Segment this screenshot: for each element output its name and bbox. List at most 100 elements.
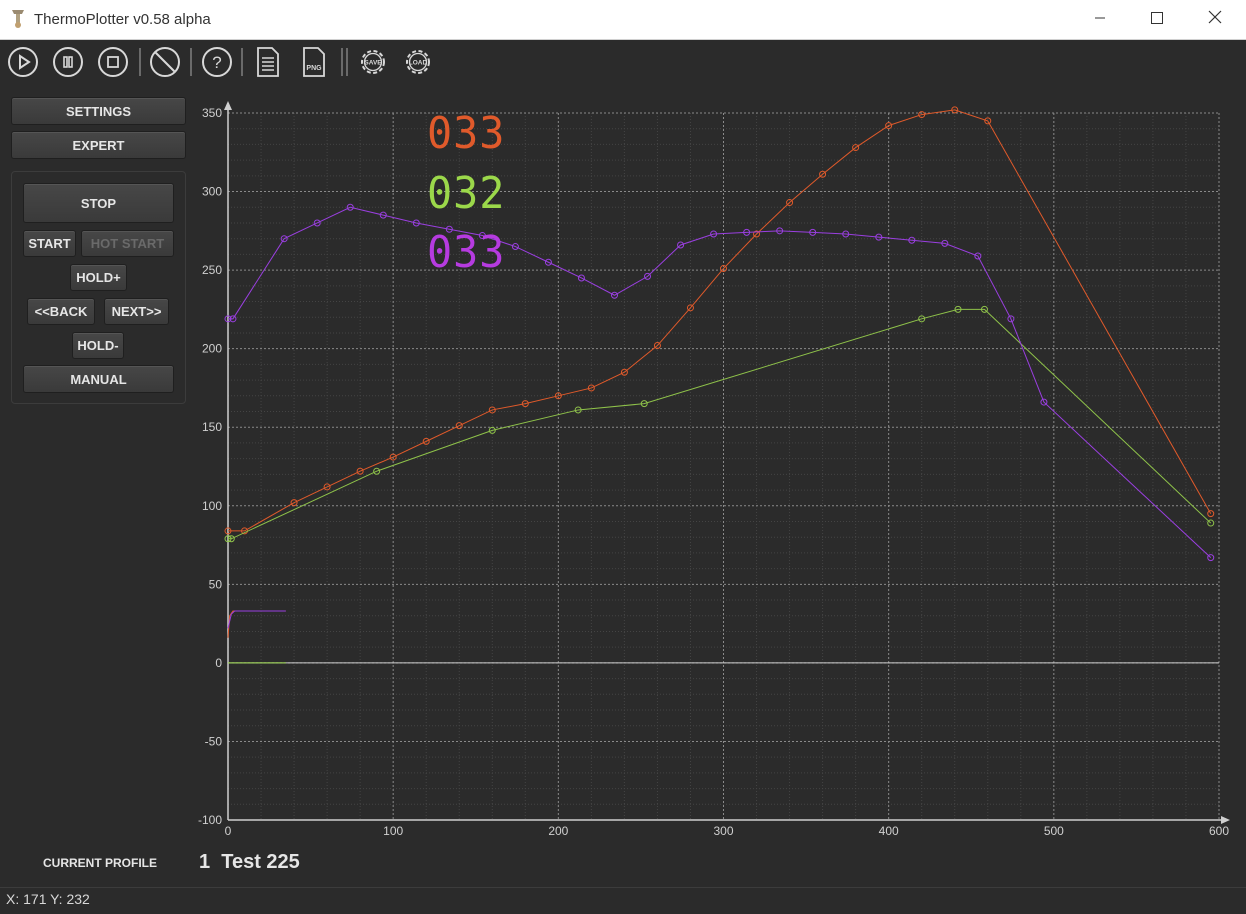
data-point [918,315,926,323]
x-tick-label: 600 [1209,824,1229,838]
clear-button[interactable] [147,44,183,80]
data-point [224,315,232,323]
data-point [389,453,397,461]
data-point [346,203,354,211]
toolbar-separator [190,48,192,76]
document-icon [254,46,282,78]
stop-button[interactable]: STOP [23,183,174,223]
expert-button[interactable]: EXPERT [11,131,186,159]
start-button[interactable]: START [23,230,76,257]
data-point [1207,554,1215,562]
data-point [1207,519,1215,527]
data-point [587,384,595,392]
data-point [686,304,694,312]
data-point [373,467,381,475]
save-label: SAVE [364,60,382,67]
pause-icon [52,46,84,78]
stop-toolbar-button[interactable] [95,44,131,80]
load-gear-icon: LOAD [402,46,434,78]
x-tick-label: 100 [383,824,403,838]
manual-button[interactable]: MANUAL [23,365,174,393]
data-point [379,211,387,219]
data-point [290,499,298,507]
png-export-button[interactable]: PNG [296,44,332,80]
stop-icon [97,46,129,78]
data-point [488,426,496,434]
series-line-2 [228,308,1212,540]
readout-2-value: 032 [427,168,506,219]
hold-minus-button[interactable]: HOLD- [72,332,124,359]
data-point [951,106,959,114]
png-label: PNG [306,65,322,72]
maximize-button[interactable] [1128,0,1186,39]
series-line-1 [228,109,1212,532]
data-point [644,272,652,280]
current-profile-name: 1 Test 225 [199,851,300,873]
data-point [743,228,751,236]
toolbar-separator [341,48,343,76]
data-point [1040,398,1048,406]
data-point [984,117,992,125]
x-tick-label: 0 [225,824,232,838]
back-button[interactable]: <<BACK [27,298,95,325]
data-point [511,243,519,251]
status-bar [0,887,1246,914]
hot-start-button[interactable]: HOT START [81,230,174,257]
data-point [422,437,430,445]
play-button[interactable] [5,44,41,80]
data-point [786,199,794,207]
data-point [720,265,727,273]
data-point [753,230,761,238]
settings-button[interactable]: SETTINGS [11,97,186,125]
data-point [1207,510,1215,518]
y-tick-label: 150 [202,420,222,434]
data-point [819,170,827,178]
save-button[interactable]: SAVE [355,44,391,80]
hold-plus-button[interactable]: HOLD+ [70,264,127,291]
data-point [610,291,618,299]
y-tick-label: 200 [202,342,222,356]
svg-text:?: ? [212,53,221,72]
data-point [941,239,949,247]
data-point [918,111,926,119]
help-button[interactable]: ? [199,44,235,80]
x-tick-label: 400 [879,824,899,838]
toolbar-separator [346,48,348,76]
y-tick-label: 250 [202,263,222,277]
data-point [412,219,420,227]
data-point [478,232,486,240]
data-point [875,233,883,241]
help-icon: ? [201,46,233,78]
next-button[interactable]: NEXT>> [104,298,169,325]
close-button[interactable] [1186,0,1244,39]
readout-1: 033 [427,112,505,156]
report-button[interactable] [250,44,286,80]
data-point [488,406,496,414]
data-point [227,535,235,543]
data-point [554,392,562,400]
pause-button[interactable] [50,44,86,80]
maximize-icon [1151,11,1163,29]
series-line-4 [227,610,286,638]
data-point [313,219,321,227]
minimize-button[interactable] [1071,0,1129,39]
data-point [677,241,685,249]
load-button[interactable]: LOAD [400,44,436,80]
data-point [640,400,648,408]
x-axis-arrow [1221,816,1230,824]
y-tick-label: 0 [215,656,222,670]
series-line-5 [227,610,286,629]
load-label: LOAD [409,60,428,67]
png-export-icon: PNG [300,46,328,78]
data-point [852,144,860,152]
temperature-chart[interactable]: -100 -50 0 50 100 150 200 250 300 350 0 100 200 300 40… [190,96,1236,851]
data-point [809,228,817,236]
data-point [521,400,529,408]
x-tick-label: 200 [548,824,568,838]
clear-icon [149,46,181,78]
current-profile-label: CURRENT PROFILE [43,856,157,870]
data-point [1007,315,1015,323]
data-point [455,422,463,430]
data-point [224,535,232,543]
data-point [954,305,962,313]
